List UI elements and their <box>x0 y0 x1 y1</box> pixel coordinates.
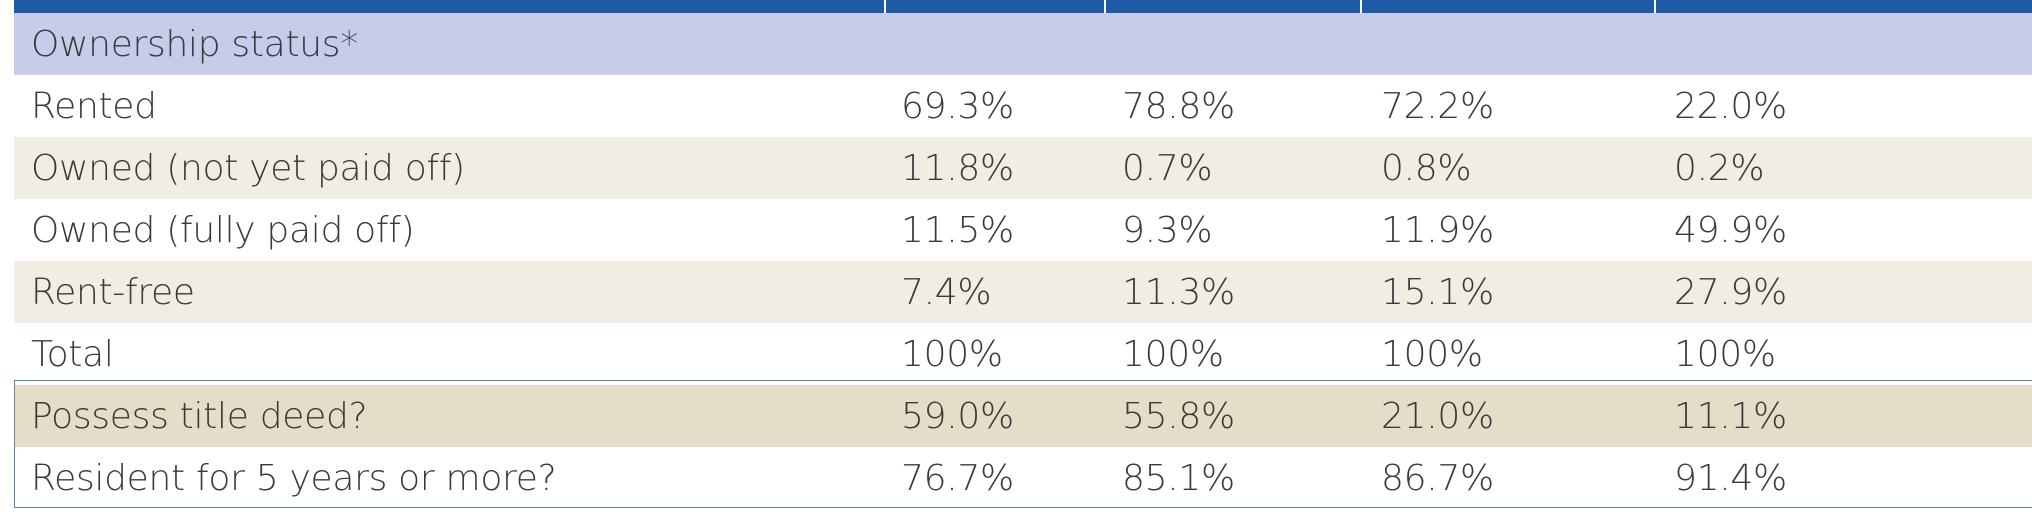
table-cell: 76.7% <box>901 457 1014 499</box>
header-separator <box>1360 0 1362 13</box>
section-header-row: Ownership status* <box>14 13 2032 75</box>
table-row: Owned (fully paid off) 11.5% 9.3% 11.9% … <box>14 199 2032 261</box>
table-cell: 86.7% <box>1381 457 1494 499</box>
header-separator <box>884 0 886 13</box>
table-row-residency: Resident for 5 years or more? 76.7% 85.1… <box>14 447 2032 509</box>
table-cell: 100% <box>1122 333 1224 375</box>
table-cell: 27.9% <box>1674 271 1787 313</box>
table-cell: 59.0% <box>901 395 1014 437</box>
section-header-label: Ownership status* <box>31 23 358 65</box>
table-cell: 21.0% <box>1381 395 1494 437</box>
table-row-total: Total 100% 100% 100% 100% <box>14 323 2032 385</box>
table-cell: 100% <box>1381 333 1483 375</box>
table-cell: 72.2% <box>1381 85 1494 127</box>
row-label: Possess title deed? <box>31 395 368 437</box>
table-cell: 49.9% <box>1674 209 1787 251</box>
row-label: Resident for 5 years or more? <box>31 457 557 499</box>
table-cell: 69.3% <box>901 85 1014 127</box>
header-separator <box>1104 0 1106 13</box>
row-label: Total <box>31 333 114 375</box>
table-cell: 9.3% <box>1122 209 1213 251</box>
header-separator <box>1654 0 1656 13</box>
table-cell: 11.5% <box>901 209 1014 251</box>
row-label: Rented <box>31 85 157 127</box>
housing-table: Ownership status* Rented 69.3% 78.8% 72.… <box>14 0 2032 509</box>
table-cell: 11.3% <box>1122 271 1235 313</box>
table-cell: 22.0% <box>1674 85 1787 127</box>
table-row: Rented 69.3% 78.8% 72.2% 22.0% <box>14 75 2032 137</box>
table-cell: 0.2% <box>1674 147 1765 189</box>
table-cell: 100% <box>901 333 1003 375</box>
table-cell: 11.8% <box>901 147 1014 189</box>
table-cell: 85.1% <box>1122 457 1235 499</box>
row-label: Owned (not yet paid off) <box>31 147 465 189</box>
table-header-bar <box>14 0 2032 13</box>
table-cell: 11.1% <box>1674 395 1787 437</box>
table-cell: 0.7% <box>1122 147 1213 189</box>
row-label: Rent-free <box>31 271 195 313</box>
table-row: Owned (not yet paid off) 11.8% 0.7% 0.8%… <box>14 137 2032 199</box>
table-cell: 78.8% <box>1122 85 1235 127</box>
table-cell: 0.8% <box>1381 147 1472 189</box>
table-cell: 100% <box>1674 333 1776 375</box>
table-row-title-deed: Possess title deed? 59.0% 55.8% 21.0% 11… <box>14 385 2032 447</box>
table-cell: 7.4% <box>901 271 992 313</box>
table-cell: 91.4% <box>1674 457 1787 499</box>
row-label: Owned (fully paid off) <box>31 209 415 251</box>
table-cell: 11.9% <box>1381 209 1494 251</box>
table-row: Rent-free 7.4% 11.3% 15.1% 27.9% <box>14 261 2032 323</box>
table-cell: 15.1% <box>1381 271 1494 313</box>
table-cell: 55.8% <box>1122 395 1235 437</box>
